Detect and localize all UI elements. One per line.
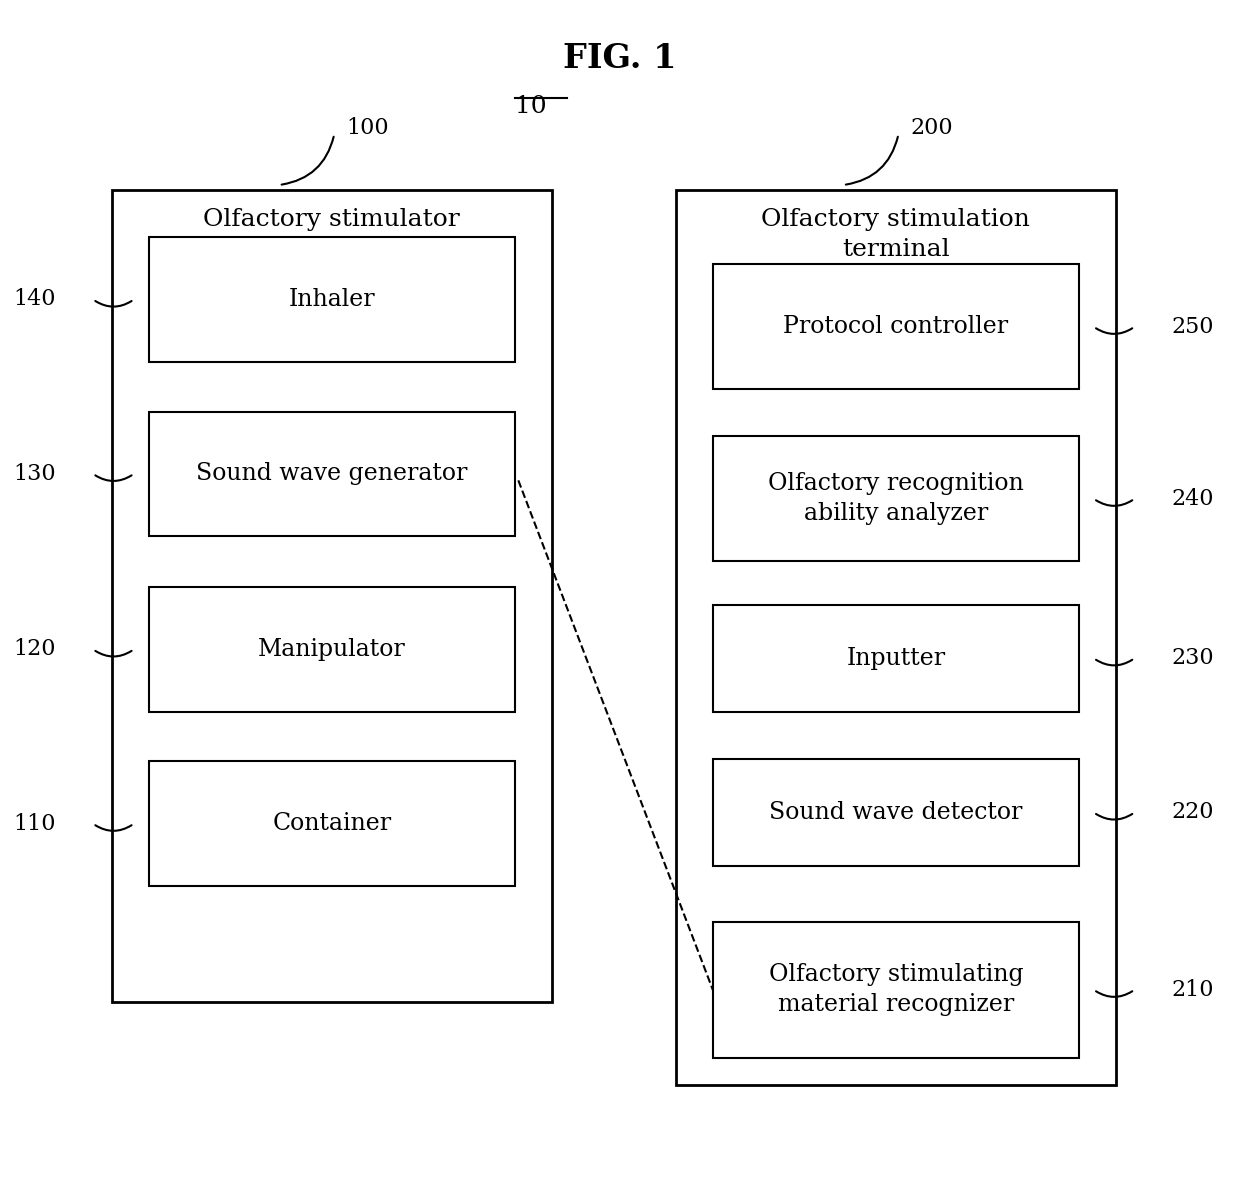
- Text: Protocol controller: Protocol controller: [784, 315, 1008, 338]
- Text: FIG. 1: FIG. 1: [563, 42, 677, 75]
- Text: 210: 210: [1172, 978, 1214, 1001]
- Text: 220: 220: [1172, 802, 1214, 823]
- Text: 140: 140: [14, 288, 56, 311]
- Text: 120: 120: [14, 638, 56, 661]
- Bar: [713, 922, 1079, 1058]
- Text: 100: 100: [347, 117, 389, 139]
- Text: Sound wave detector: Sound wave detector: [769, 801, 1023, 824]
- Text: 240: 240: [1172, 487, 1214, 510]
- Text: Sound wave generator: Sound wave generator: [196, 463, 467, 485]
- Text: Inhaler: Inhaler: [289, 288, 374, 311]
- Text: Olfactory stimulation
terminal: Olfactory stimulation terminal: [761, 208, 1030, 261]
- Bar: [713, 759, 1079, 866]
- Bar: [676, 190, 1116, 1085]
- Bar: [149, 237, 515, 362]
- Text: 110: 110: [14, 812, 56, 835]
- Bar: [713, 264, 1079, 389]
- Bar: [713, 605, 1079, 712]
- Text: 10: 10: [515, 95, 547, 117]
- Bar: [149, 412, 515, 536]
- Text: 250: 250: [1172, 315, 1214, 338]
- Bar: [149, 761, 515, 886]
- Text: Inputter: Inputter: [847, 646, 945, 670]
- Text: 130: 130: [14, 463, 56, 485]
- Text: Manipulator: Manipulator: [258, 638, 405, 661]
- Text: Container: Container: [272, 812, 392, 835]
- Text: 230: 230: [1172, 648, 1214, 669]
- Text: Olfactory stimulating
material recognizer: Olfactory stimulating material recognize…: [769, 963, 1023, 1016]
- Bar: [149, 587, 515, 712]
- Bar: [713, 436, 1079, 561]
- Text: 200: 200: [911, 117, 954, 139]
- Text: Olfactory recognition
ability analyzer: Olfactory recognition ability analyzer: [768, 472, 1024, 525]
- Text: Olfactory stimulator: Olfactory stimulator: [203, 208, 460, 230]
- Bar: [112, 190, 552, 1002]
